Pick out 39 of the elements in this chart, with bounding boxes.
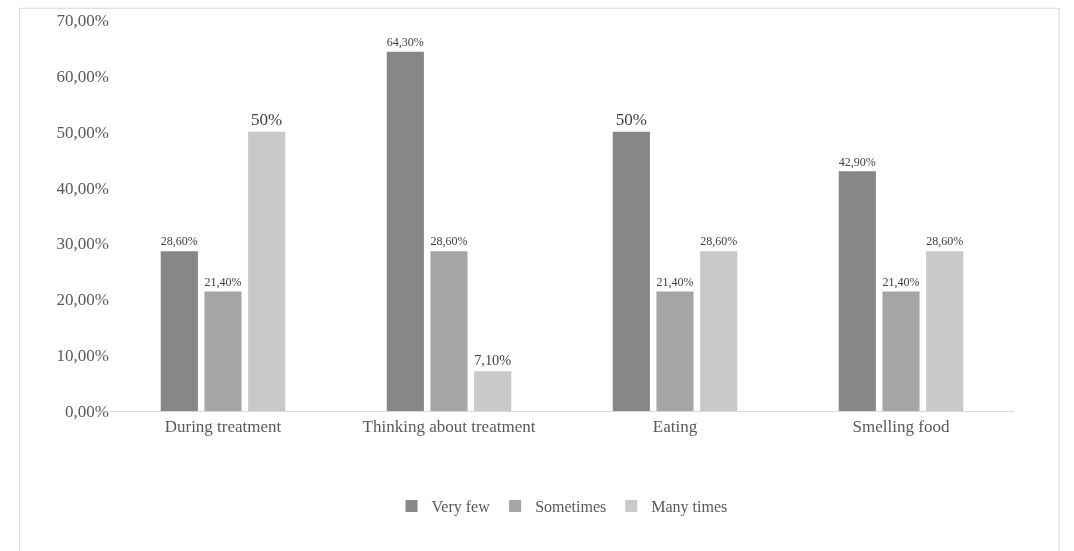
y-tick-label: 0,00% bbox=[65, 401, 109, 421]
legend-label: Very few bbox=[431, 498, 491, 517]
y-tick-label: 20,00% bbox=[56, 290, 109, 310]
x-tick-label: Smelling food bbox=[852, 417, 950, 437]
x-tick-label: Thinking about treatment bbox=[362, 417, 536, 437]
data-label: 21,40% bbox=[882, 274, 920, 289]
y-tick-label: 40,00% bbox=[56, 178, 109, 198]
bar bbox=[430, 251, 468, 411]
bar bbox=[160, 251, 198, 411]
data-label: 21,40% bbox=[656, 274, 694, 289]
x-tick-label: Eating bbox=[652, 417, 698, 437]
y-tick-label: 70,00% bbox=[56, 10, 109, 30]
data-label: 28,60% bbox=[700, 234, 738, 249]
bar bbox=[386, 51, 424, 411]
y-tick-label: 50,00% bbox=[56, 122, 109, 142]
data-label: 64,30% bbox=[386, 35, 424, 50]
y-tick-label: 60,00% bbox=[56, 66, 109, 86]
y-tick-label: 30,00% bbox=[56, 234, 109, 254]
data-label: 28,60% bbox=[160, 234, 198, 249]
bar bbox=[838, 171, 876, 411]
bar bbox=[248, 131, 286, 411]
bar bbox=[882, 291, 920, 411]
data-label: 28,60% bbox=[926, 234, 964, 249]
bar bbox=[656, 291, 694, 411]
legend-label: Sometimes bbox=[535, 498, 607, 516]
x-tick-label: During treatment bbox=[164, 417, 282, 437]
data-label: 28,60% bbox=[430, 234, 468, 249]
bar bbox=[700, 251, 738, 411]
bar bbox=[926, 251, 964, 411]
data-label: 50% bbox=[615, 109, 647, 129]
data-label: 42,90% bbox=[838, 154, 876, 169]
data-label: 7,10% bbox=[474, 351, 512, 368]
bar bbox=[612, 131, 650, 411]
legend-label: Many times bbox=[651, 498, 728, 517]
data-label: 21,40% bbox=[204, 274, 242, 289]
y-tick-label: 10,00% bbox=[56, 346, 109, 366]
data-label: 50% bbox=[251, 109, 283, 129]
bar bbox=[204, 291, 242, 411]
bar bbox=[474, 371, 512, 411]
